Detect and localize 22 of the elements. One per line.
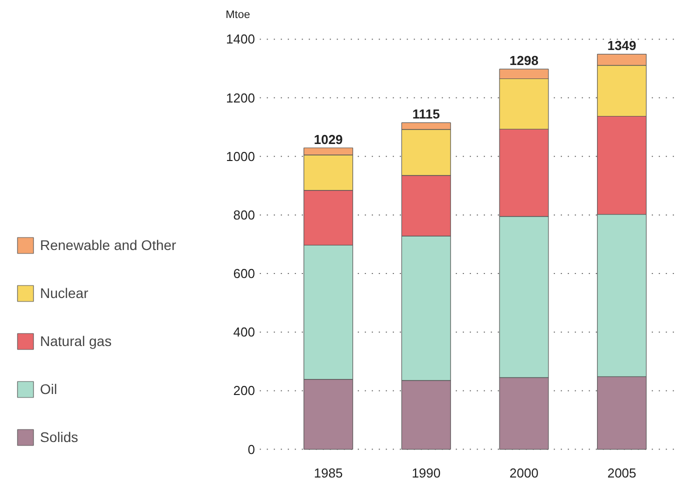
x-tick-label: 1990 [412, 466, 441, 480]
legend-label: Renewable and Other [40, 237, 176, 253]
y-tick-label: 800 [233, 207, 255, 222]
total-label: 1115 [412, 106, 440, 122]
y-tick-label: 0 [248, 442, 255, 457]
total-label: 1349 [607, 38, 636, 54]
legend-label: Oil [40, 381, 58, 397]
legend-label: Natural gas [40, 333, 112, 349]
x-tick-label: 1985 [314, 466, 343, 480]
total-label: 1298 [510, 53, 538, 68]
y-tick-label: 1400 [226, 32, 255, 47]
y-tick-label: 1000 [226, 148, 255, 164]
y-axis-title: Mtoe [226, 9, 250, 22]
y-tick-label: 400 [233, 324, 255, 340]
x-tick-label: 2005 [607, 466, 636, 480]
total-label: 1029 [314, 132, 343, 147]
y-tick-label: 600 [233, 266, 255, 282]
y-tick-label: 1200 [226, 90, 255, 106]
y-tick-label: 200 [233, 383, 255, 398]
legend-label: Nuclear [40, 285, 88, 301]
legend-label: Solids [40, 429, 78, 445]
x-tick-label: 2000 [510, 466, 538, 480]
